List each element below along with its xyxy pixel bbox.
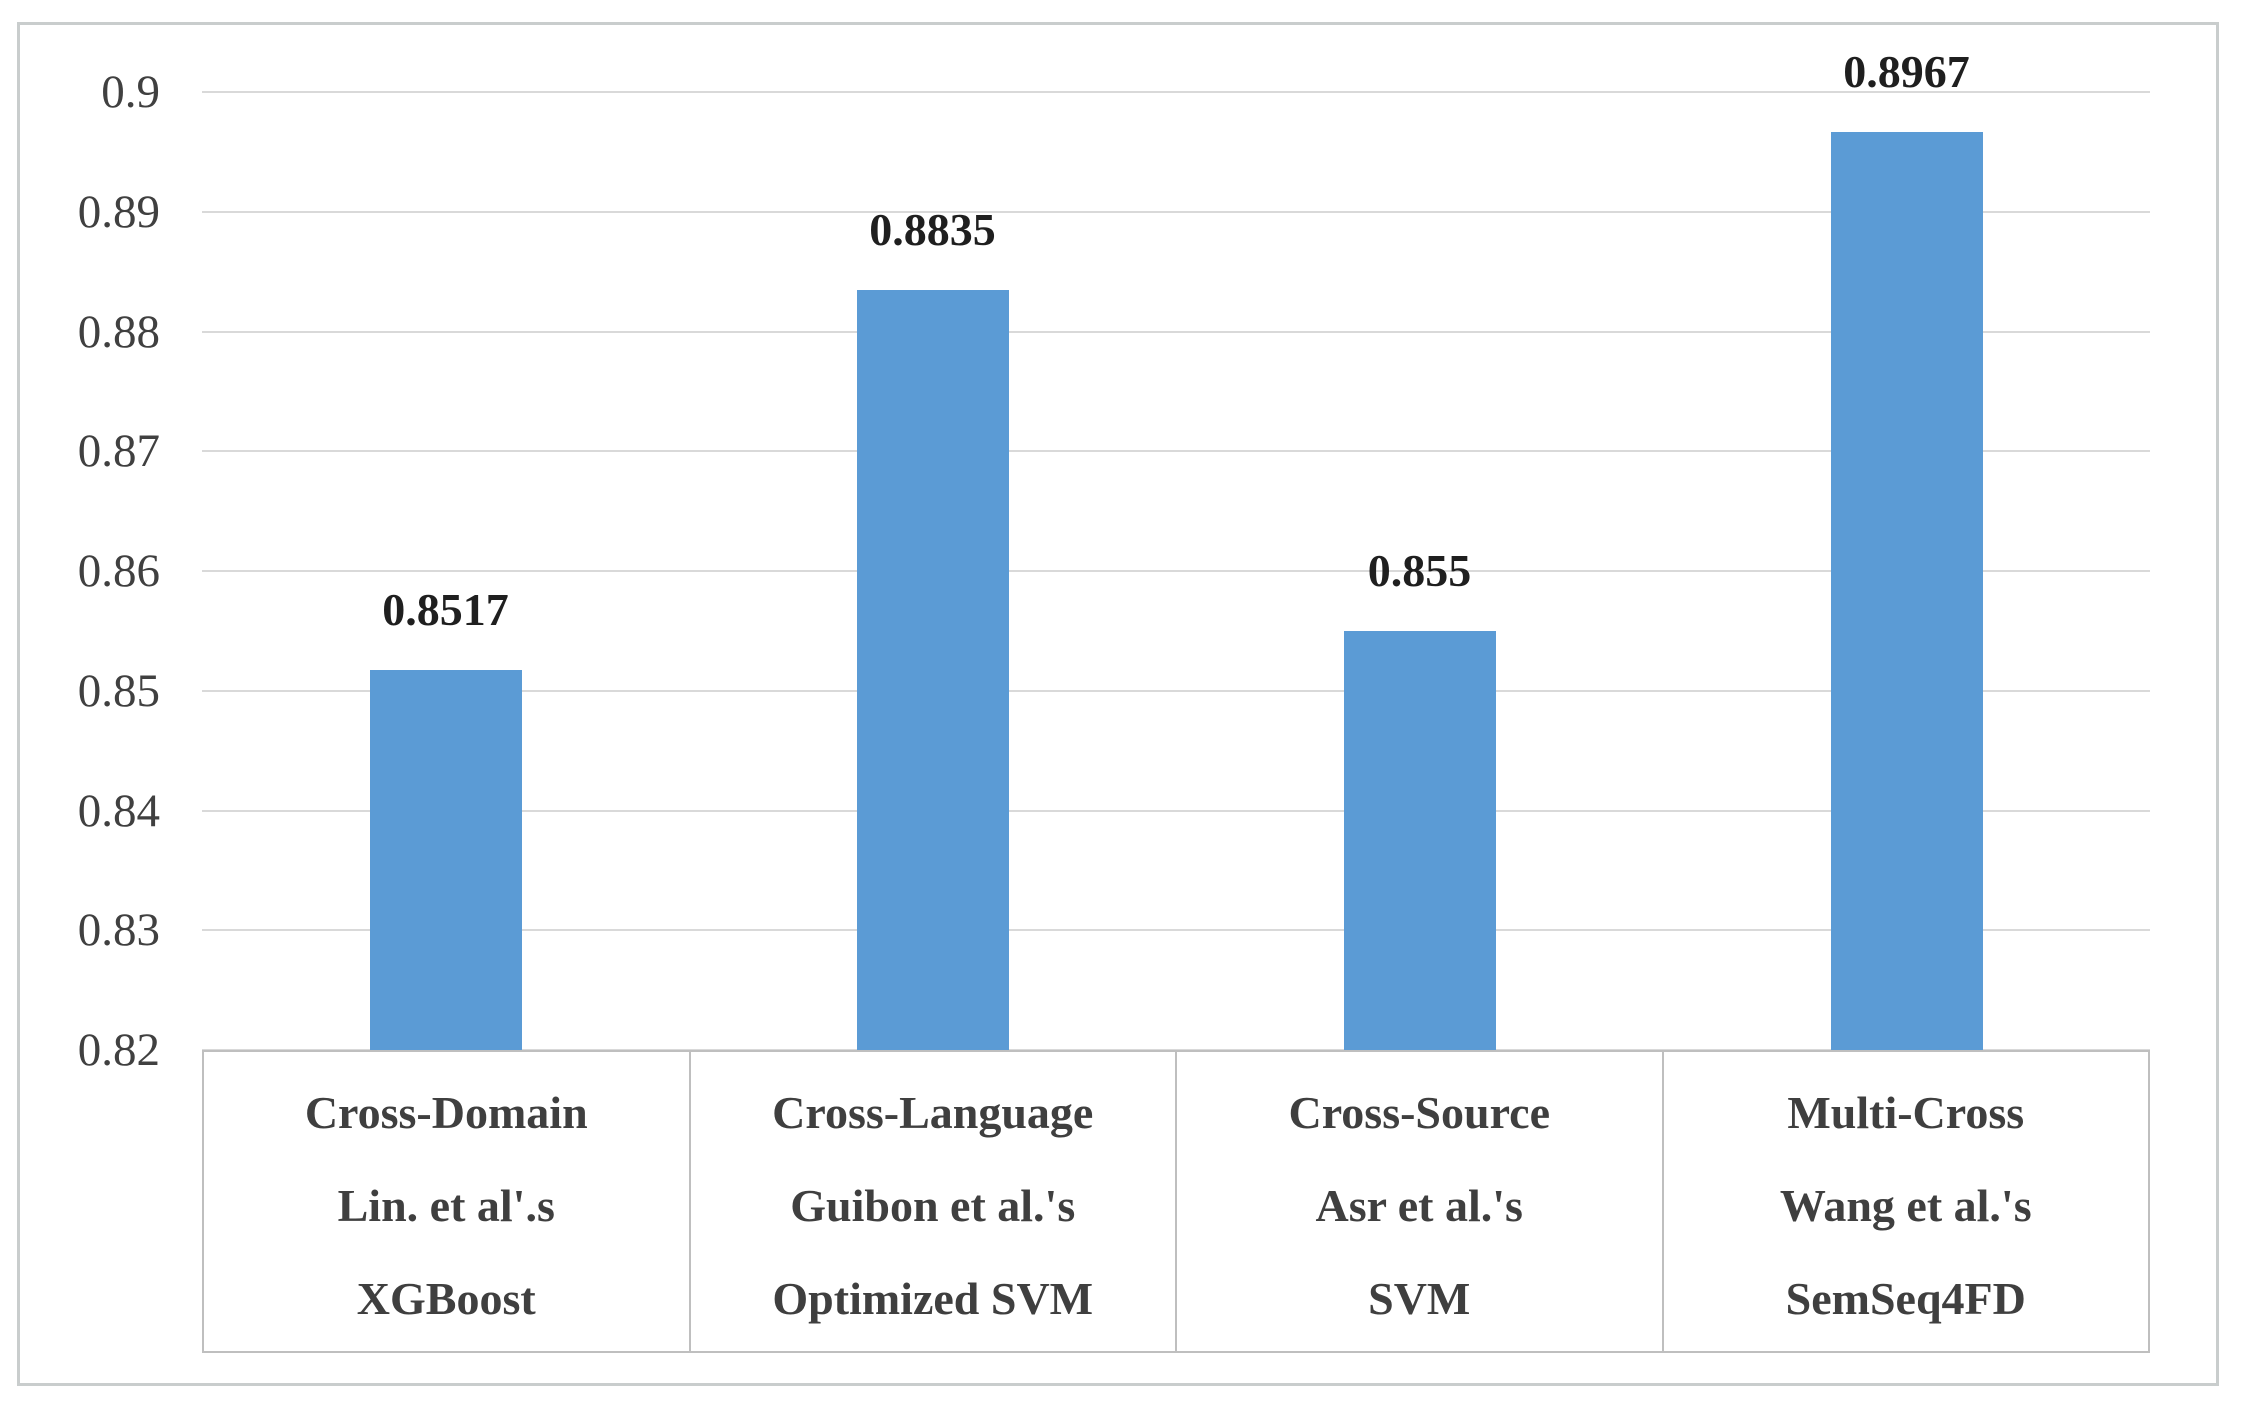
category-axis-table: Cross-Domain Lin. et al'.s XGBoost Cross-La… [202, 1050, 2150, 1353]
y-tick-label: 0.85 [77, 664, 160, 717]
bar-3 [1343, 630, 1496, 1050]
category-label-line: Cross-Language [772, 1087, 1094, 1138]
category-cell-1: Cross-Domain Lin. et al'.s XGBoost [204, 1052, 691, 1351]
gridline [202, 929, 2150, 932]
y-tick-label: 0.86 [77, 545, 160, 597]
bar-value-label: 0.855 [1367, 544, 1472, 596]
gridline [202, 570, 2150, 572]
y-tick-label: 0.84 [77, 784, 160, 837]
bar-4 [1830, 131, 1983, 1050]
category-cell-4: Multi-Cross Wang et al.'s SemSeq4FD [1664, 1052, 2149, 1351]
y-tick-label: 0.87 [77, 425, 160, 478]
bar-value-label: 0.8835 [869, 203, 996, 255]
category-label-line: Asr et al.'s [1315, 1180, 1523, 1231]
gridline [202, 91, 2150, 93]
y-tick-label: 0.89 [77, 185, 160, 238]
category-label-line: XGBoost [356, 1273, 536, 1324]
category-label-line: Cross-Domain [304, 1087, 588, 1138]
category-label-line: Optimized SVM [772, 1273, 1094, 1324]
bar-value-label: 0.8517 [382, 584, 509, 636]
gridline [202, 210, 2150, 213]
category-label-line: Wang et al.'s [1779, 1180, 2032, 1231]
category-label-line: Cross-Source [1288, 1087, 1550, 1138]
gridline [202, 689, 2150, 692]
category-cell-2: Cross-Language Guibon et al.'s Optimized S… [691, 1052, 1177, 1351]
y-tick-label: 0.9 [101, 66, 160, 118]
category-cell-3: Cross-Source Asr et al.'s SVM [1177, 1052, 1664, 1351]
y-tick-label: 0.82 [77, 1024, 160, 1076]
category-label-line: Guibon et al.'s [790, 1180, 1076, 1231]
y-tick-label: 0.83 [77, 904, 160, 957]
category-label-line: Lin. et al'.s [337, 1180, 555, 1231]
gridline [202, 809, 2150, 812]
category-label-line: Multi-Cross [1787, 1087, 2025, 1138]
bar-2 [856, 289, 1009, 1050]
gridline [202, 450, 2150, 453]
category-label-line: SVM [1368, 1273, 1471, 1324]
y-tick-label: 0.88 [77, 305, 160, 358]
category-label-line: SemSeq4FD [1785, 1273, 2026, 1324]
bar-value-label: 0.8967 [1843, 45, 1970, 97]
gridline [202, 330, 2150, 333]
bar-1 [369, 670, 522, 1050]
